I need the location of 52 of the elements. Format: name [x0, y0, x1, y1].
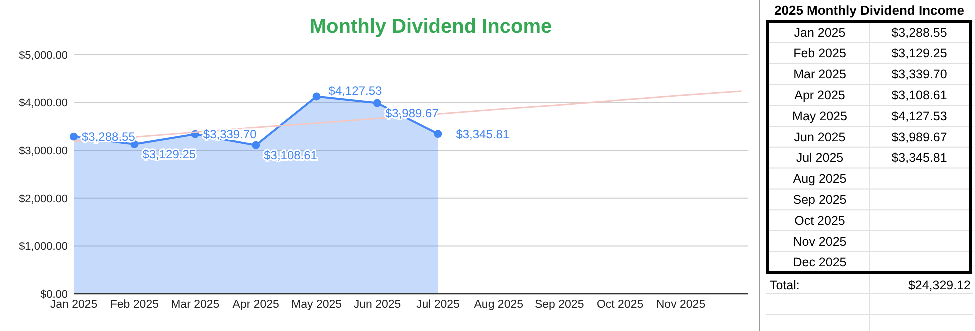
category-label: Oct 2025 [794, 214, 846, 228]
category-label: May 2025 [792, 109, 848, 124]
x-tick-label: Jun 2025 [354, 299, 402, 311]
text: $3,129.25 [892, 46, 948, 61]
y-tick-label: $0.00 [40, 288, 68, 301]
y-tick-label: $2,000.00 [19, 193, 68, 206]
category-label: Mar 2025 [794, 68, 846, 82]
text: $3,288.55 [892, 26, 948, 40]
data-label: $4,127.53 [328, 84, 383, 98]
category-label: Apr 2025 [794, 88, 846, 103]
category-label: Aug 2025 [793, 172, 847, 186]
text: $3,989.67 [892, 130, 948, 144]
category-label: Jul 2025 [796, 151, 844, 166]
category-label: Sep 2025 [793, 193, 847, 208]
x-tick-label: Sep 2025 [534, 299, 584, 311]
chart-title: Monthly Dividend Income [310, 16, 552, 38]
data-label: $3,129.25 [142, 148, 196, 162]
data-label: $3,288.55 [82, 130, 136, 144]
text: $3,345.81 [892, 151, 948, 166]
y-tick-label: $1,000.00 [19, 241, 68, 254]
x-tick-label: Oct 2025 [596, 299, 644, 311]
data-label: $3,345.81 [456, 127, 510, 142]
x-tick-label: Aug 2025 [474, 299, 524, 311]
data-label: $3,339.70 [203, 128, 258, 142]
y-tick-label: $5,000.00 [19, 50, 68, 62]
text: $3,108.61 [892, 88, 948, 103]
x-tick-label: Jan 2025 [50, 299, 98, 311]
category-label: Feb 2025 [794, 46, 846, 61]
text: 2025 Monthly Dividend Income [774, 3, 964, 18]
x-tick-label: Nov 2025 [656, 299, 706, 311]
point [70, 132, 78, 141]
x-tick-label: Mar 2025 [171, 299, 220, 311]
category-label: Dec 2025 [793, 256, 847, 270]
data-label: $3,989.67 [386, 106, 440, 120]
y-tick-label: $3,000.00 [19, 145, 68, 158]
point [312, 92, 321, 101]
text: $24,329.12 [908, 278, 972, 293]
category-label: Nov 2025 [793, 234, 847, 249]
x-tick-label: May 2025 [292, 299, 342, 311]
point [374, 99, 382, 108]
y-tick-label: $4,000.00 [19, 98, 68, 110]
data-label: $3,108.61 [264, 148, 318, 163]
point [434, 130, 442, 138]
x-tick-label: Jul 2025 [416, 299, 460, 311]
text: Total: [770, 278, 800, 293]
text: $4,127.53 [892, 109, 948, 124]
x-tick-label: Apr 2025 [232, 299, 280, 311]
text: $3,339.70 [892, 68, 948, 82]
x-tick-label: Feb 2025 [110, 299, 160, 311]
category-label: Jan 2025 [794, 26, 846, 40]
category-label: Jun 2025 [794, 130, 846, 144]
point [252, 141, 260, 150]
